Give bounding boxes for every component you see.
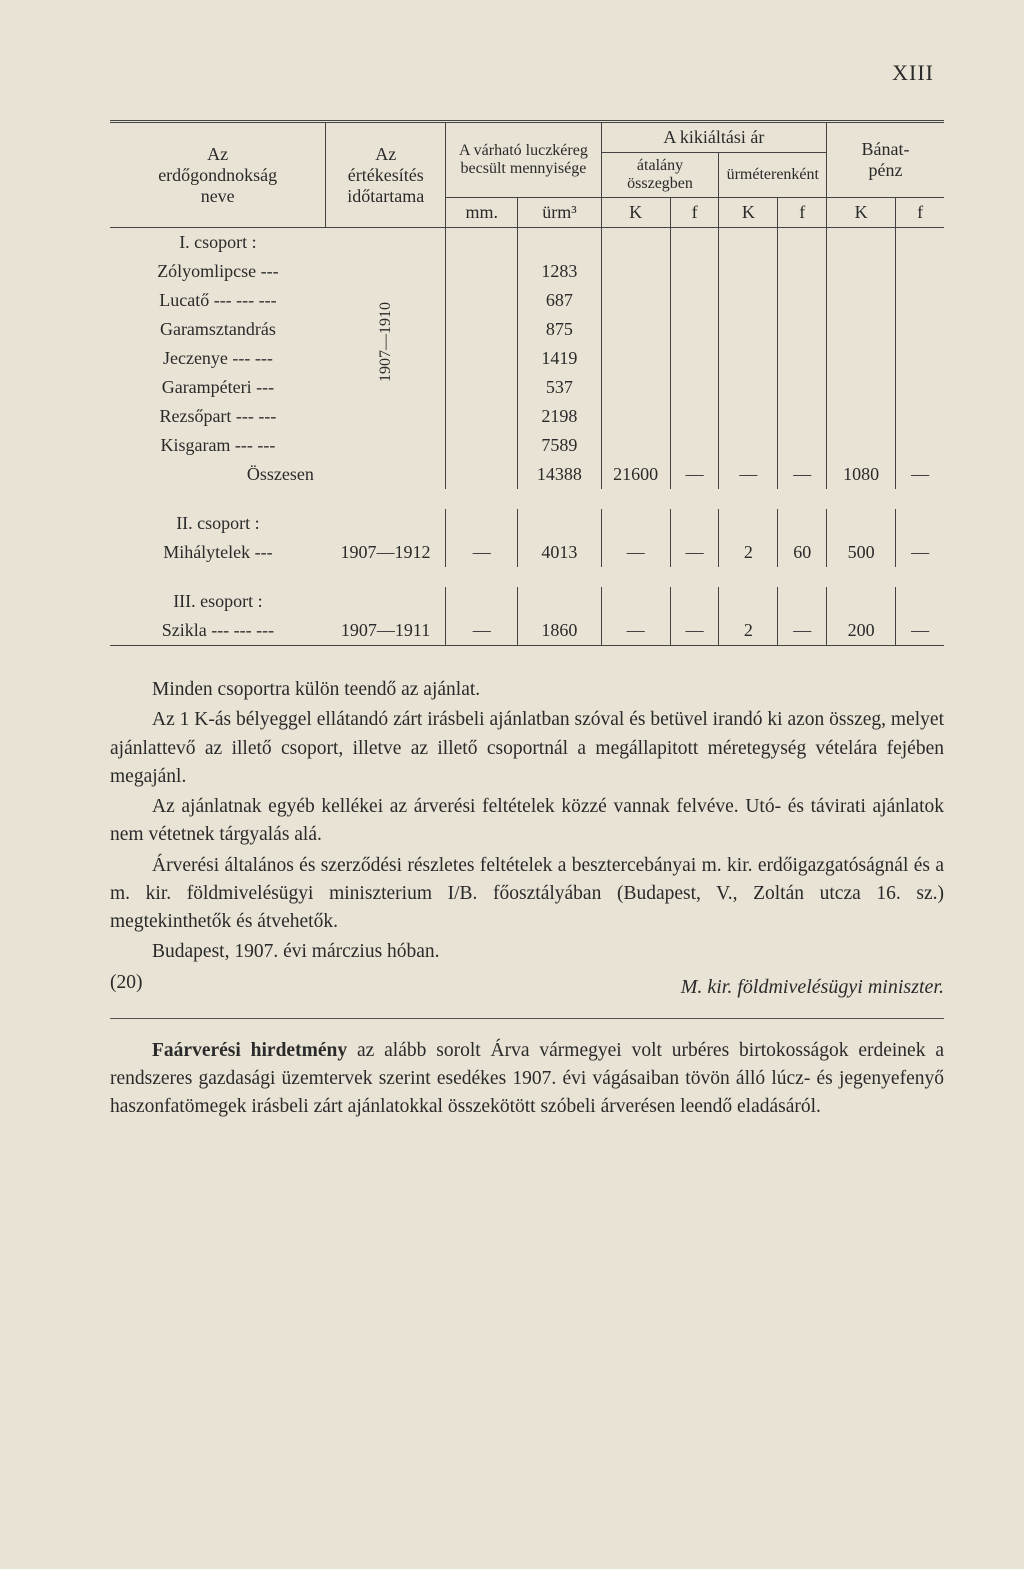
osszesen-atK: 21600 (601, 460, 670, 489)
hdr-col1-2: erdőgondnokság (116, 165, 319, 186)
table-row: Zólyomlipcse --- (110, 257, 326, 286)
row3-urK: 2 (719, 616, 778, 646)
main-table: Az erdőgondnokság neve Az értékesítés id… (110, 120, 944, 646)
hdr-bp-K: K (827, 198, 896, 228)
row2-urK: 2 (719, 538, 778, 567)
row3-urf: — (778, 616, 827, 646)
cell-urm: 875 (518, 315, 601, 344)
row3-atK: — (601, 616, 670, 646)
row2-bpK: 500 (827, 538, 896, 567)
hdr-col5-1: Bánat- (833, 139, 938, 160)
row3-atf: — (670, 616, 719, 646)
row3-period: 1907—1911 (326, 616, 446, 646)
hdr-col5-2: pénz (833, 160, 938, 181)
osszesen-urm: 14388 (518, 460, 601, 489)
cell-urm: 537 (518, 373, 601, 402)
table-row: Lucatő --- --- --- (110, 286, 326, 315)
group1-label: I. csoport : (110, 228, 326, 258)
group1-period: 1907—1910 (377, 302, 395, 382)
hdr-mm: mm. (446, 198, 518, 228)
table-row: Jeczenye --- --- (110, 344, 326, 373)
table-row: Kisgaram --- --- (110, 431, 326, 460)
para-4: Árverési általános és szerződési részlet… (110, 852, 944, 937)
row2-urf: 60 (778, 538, 827, 567)
group3-label: III. esoport : (110, 587, 326, 616)
body-text: Minden csoportra külön teendő az ajánlat… (110, 676, 944, 1121)
hdr-at-K: K (601, 198, 670, 228)
hdr-urmeter: ürméterenként (719, 153, 827, 198)
signature: M. kir. földmivelésügyi miniszter. (110, 973, 944, 1002)
row2-period: 1907—1912 (326, 538, 446, 567)
page-number: XIII (892, 60, 934, 86)
para-6: Faárverési hirdetmény az alább sorolt Ár… (110, 1037, 944, 1122)
row2-name: Mihálytelek --- (110, 538, 326, 567)
row3-mm: — (446, 616, 518, 646)
hdr-col1-1: Az (116, 144, 319, 165)
doc-number: (20) (110, 969, 143, 997)
hdr-col1-3: neve (116, 186, 319, 207)
row2-atf: — (670, 538, 719, 567)
hdr-ur-K: K (719, 198, 778, 228)
cell-urm: 2198 (518, 402, 601, 431)
cell-urm: 1283 (518, 257, 601, 286)
cell-urm: 687 (518, 286, 601, 315)
osszesen-atf: — (670, 460, 719, 489)
osszesen-bpK: 1080 (827, 460, 896, 489)
row3-name: Szikla --- --- --- (110, 616, 326, 646)
para-5: Budapest, 1907. évi márczius hóban. (110, 938, 944, 966)
table-row: Garampéteri --- (110, 373, 326, 402)
row2-bpf: — (896, 538, 944, 567)
osszesen-bpf: — (896, 460, 944, 489)
hdr-col2-3: időtartama (332, 186, 439, 207)
row3-urm: 1860 (518, 616, 601, 646)
row2-mm: — (446, 538, 518, 567)
table-row: Garamsztandrás (110, 315, 326, 344)
hdr-col2-2: értékesítés (332, 165, 439, 186)
hdr-urm3: ürm³ (518, 198, 601, 228)
row2-atK: — (601, 538, 670, 567)
para-6-bold: Faárverési hirdetmény (152, 1040, 347, 1061)
group2-label: II. csoport : (110, 509, 326, 538)
row3-bpf: — (896, 616, 944, 646)
row3-bpK: 200 (827, 616, 896, 646)
separator-rule (110, 1018, 944, 1019)
hdr-atalany: átalány összegben (601, 153, 719, 198)
table-row: Rezsőpart --- --- (110, 402, 326, 431)
para-1: Minden csoportra külön teendő az ajánlat… (110, 676, 944, 704)
row2-urm: 4013 (518, 538, 601, 567)
osszesen-urK: — (719, 460, 778, 489)
hdr-ur-f: f (778, 198, 827, 228)
hdr-col2-1: Az (332, 144, 439, 165)
osszesen-label: Összesen (110, 460, 326, 489)
cell-urm: 7589 (518, 431, 601, 460)
hdr-col3: A várható luczkéreg becsült mennyisége (446, 122, 601, 198)
para-2: Az 1 K-ás bélyeggel ellátandó zárt irásb… (110, 706, 944, 791)
osszesen-urf: — (778, 460, 827, 489)
cell-urm: 1419 (518, 344, 601, 373)
para-3: Az ajánlatnak egyéb kellékei az árverési… (110, 793, 944, 850)
hdr-at-f: f (670, 198, 719, 228)
hdr-bp-f: f (896, 198, 944, 228)
hdr-col4: A kikiáltási ár (601, 122, 826, 153)
